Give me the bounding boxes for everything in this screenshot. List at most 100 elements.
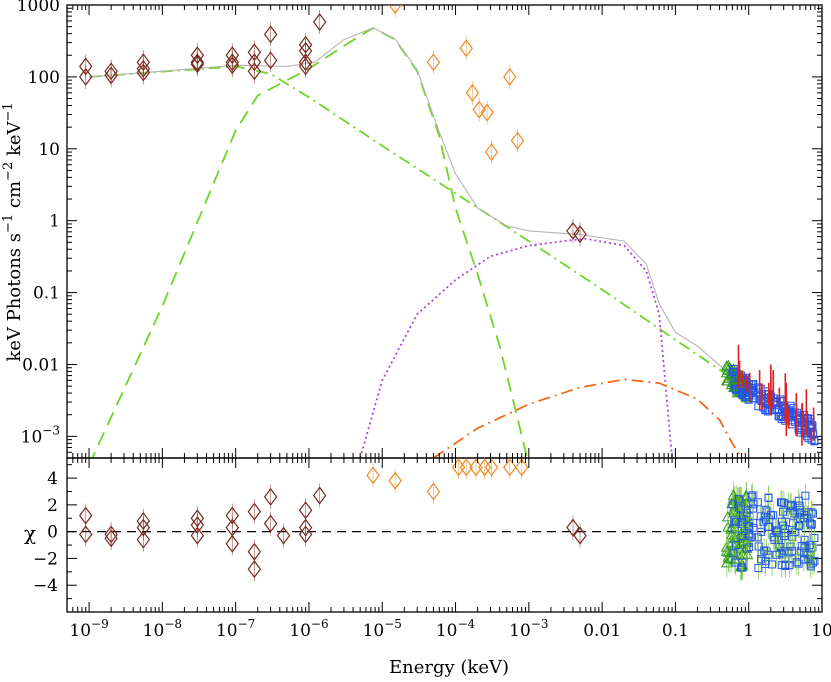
xray-resid: [761, 513, 770, 522]
y-axis-title: keV Photons s−1 cm−2 keV−1: [1, 102, 25, 361]
residual-point: [366, 466, 380, 485]
xray-resid: [761, 557, 770, 566]
flux-point: [388, 5, 402, 14]
residual-point: [247, 560, 262, 579]
xray-resid: [760, 546, 769, 555]
xray-resid: [781, 562, 790, 571]
xray-resid: [748, 491, 757, 500]
y-tick-label: 10−3: [21, 423, 60, 447]
xray-resid: [777, 517, 786, 526]
xray-resid: [749, 523, 758, 532]
xray-resid: [800, 535, 809, 544]
xray-point: [799, 416, 808, 425]
xray-point: [725, 368, 737, 380]
xray-point: [775, 412, 784, 421]
xray-resid: [741, 548, 754, 560]
residual-point: [514, 458, 529, 477]
x-tick-label: 10−7: [216, 617, 255, 641]
flux-point: [136, 63, 151, 82]
flux-point: [263, 25, 278, 44]
xray-resid: [773, 528, 782, 537]
flux-point: [426, 53, 441, 72]
xray-point: [721, 374, 733, 386]
xray-point: [796, 428, 805, 437]
model-lines: [89, 26, 816, 458]
x-tick-label: 0.01: [583, 621, 621, 641]
xray-resid: [784, 548, 793, 557]
residual-point: [225, 534, 240, 553]
xray-resid: [729, 532, 742, 544]
y-tick-label: 1000: [17, 0, 60, 16]
xray-resid: [807, 521, 816, 530]
xray-resid: [761, 505, 770, 514]
xray-resid: [810, 534, 819, 543]
xray-resid: [808, 543, 817, 552]
xray-resid: [801, 491, 810, 500]
residual-point: [484, 458, 499, 477]
xray-resid: [730, 516, 739, 525]
x-tick-label: 10−9: [69, 617, 108, 641]
residual-point: [388, 471, 402, 490]
residual-point: [566, 518, 580, 537]
y-tick-label: 1: [49, 212, 60, 232]
residual-point: [459, 458, 473, 477]
x-tick-label: 10: [811, 621, 831, 641]
xray-resid: [786, 542, 795, 551]
residual-point: [298, 525, 313, 544]
x-tick-label: 10−4: [436, 617, 476, 641]
xray-resid: [738, 558, 747, 567]
xray-resid: [754, 564, 763, 573]
x-tick-label: 10−6: [289, 617, 328, 641]
flux-point: [225, 56, 240, 75]
flux-point: [312, 13, 327, 32]
xray-resid: [738, 532, 747, 541]
xray-resid: [729, 549, 738, 558]
flux-point: [104, 66, 118, 85]
top-points: [78, 5, 587, 247]
xray-resid: [797, 542, 806, 551]
xray-resid: [732, 518, 741, 527]
xray-resid: [795, 501, 804, 510]
xray-resid: [808, 509, 817, 518]
flux-point: [484, 143, 499, 162]
residual-point: [477, 458, 492, 477]
flux-point: [298, 41, 313, 60]
top-panel: 10−3 0.01 0.1 1 10 100 1000: [17, 0, 823, 459]
residual-point: [573, 526, 587, 545]
chi-tick-label: −4: [33, 576, 58, 596]
flux-point: [480, 103, 494, 122]
xray-resid: [742, 544, 751, 553]
xray-resid: [786, 502, 795, 511]
flux-point: [298, 57, 313, 76]
residual-point: [78, 525, 93, 544]
flux-point: [190, 55, 205, 74]
xray-point: [744, 383, 753, 392]
x-tick-label: 10−8: [143, 617, 182, 641]
model-line-0: [89, 65, 816, 435]
flux-point: [263, 51, 278, 70]
xray-resid: [764, 493, 773, 502]
y-tick-label: 0.1: [33, 284, 60, 304]
xray-resid: [807, 520, 816, 529]
residual-point: [426, 482, 441, 501]
xray-resid: [728, 500, 737, 509]
flux-point: [78, 67, 93, 86]
flux-point: [465, 83, 480, 102]
xray-point: [800, 417, 809, 426]
xray-resid: [804, 508, 813, 517]
xray-resid: [732, 541, 741, 550]
xray-point: [720, 360, 733, 371]
xray-resid: [780, 532, 789, 541]
model-line-1: [91, 26, 529, 458]
xray-resid: [721, 510, 734, 522]
residual-point: [503, 458, 517, 477]
xray-resid: [753, 533, 762, 542]
xray-resid: [749, 500, 758, 509]
residual-point: [276, 526, 291, 545]
xray-resid: [805, 518, 814, 527]
xray-resid: [738, 563, 747, 572]
xray-resid: [789, 519, 798, 528]
xray-resid: [770, 535, 779, 544]
xray-resid: [806, 562, 815, 571]
